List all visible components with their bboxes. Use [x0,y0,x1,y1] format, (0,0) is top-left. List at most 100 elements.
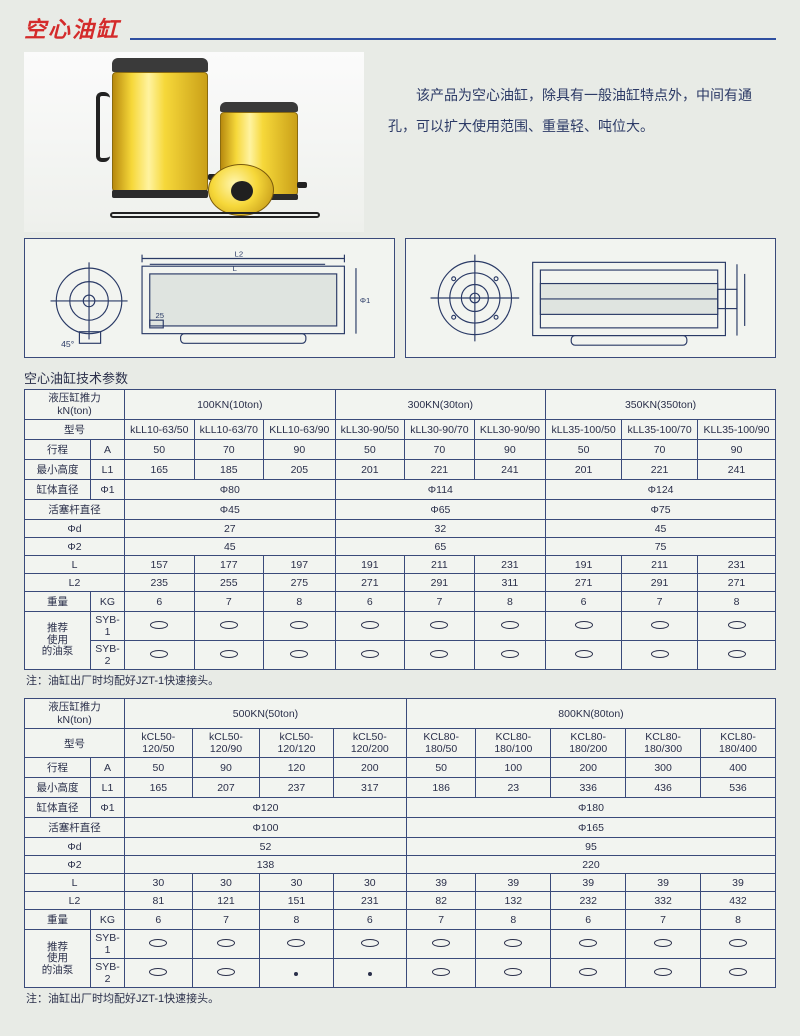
cell: 95 [406,838,775,856]
cell [335,641,405,670]
cell: 7 [626,910,701,930]
cell [333,959,406,988]
cell [546,612,622,641]
cell: 200 [551,758,626,778]
rowlabel: 最小高度 [25,460,91,480]
cell: 255 [194,574,264,592]
cell [622,612,698,641]
cell: 220 [406,856,775,874]
cell [405,612,475,641]
svg-text:25: 25 [156,311,165,320]
cell: 70 [622,440,698,460]
cell: 120 [260,758,333,778]
cell: 191 [546,556,622,574]
cell: 45 [546,520,776,538]
cell-model: kLL35-100/70 [622,420,698,440]
cell: 100 [476,758,551,778]
cell: 332 [626,892,701,910]
cell [698,641,776,670]
cell: 271 [698,574,776,592]
cell [335,612,405,641]
cell: 50 [546,440,622,460]
svg-text:L: L [233,264,238,273]
cell [406,930,475,959]
cell [701,959,776,988]
cell-model: KLL30-90/90 [474,420,545,440]
cell-model: kCL50-120/120 [260,729,333,758]
diagram-left: 45° L2 L 25 Φ1 [24,238,395,358]
cell [260,930,333,959]
cell [406,959,475,988]
cell: 6 [335,592,405,612]
cell [125,641,195,670]
cell: 39 [701,874,776,892]
cell: 186 [406,778,475,798]
cell: 8 [476,910,551,930]
cell: Φ180 [406,798,775,818]
cell-model: kLL30-90/50 [335,420,405,440]
th-group: 350KN(350ton) [546,390,776,420]
cell: Φ124 [546,480,776,500]
cell: Φ75 [546,500,776,520]
th-model: 型号 [25,729,125,758]
cell: 191 [335,556,405,574]
cell: 8 [264,592,335,612]
cell: 317 [333,778,406,798]
cell: 8 [698,592,776,612]
rowlabel: 行程 [25,440,91,460]
cell: 432 [701,892,776,910]
cell: 138 [125,856,407,874]
cell-model: KLL35-100/90 [698,420,776,440]
cell: 207 [192,778,260,798]
page-title: 空心油缸 [24,12,130,44]
cell: 6 [546,592,622,612]
cell: 221 [622,460,698,480]
cell: 271 [546,574,622,592]
th-thrust: 液压缸推力kN(ton) [25,390,125,420]
cell: 65 [335,538,546,556]
cell [622,641,698,670]
cell: 271 [335,574,405,592]
section-heading: 空心油缸技术参数 [24,368,776,387]
cell: 231 [698,556,776,574]
cell: 23 [476,778,551,798]
cell [626,959,701,988]
cell: 6 [333,910,406,930]
svg-text:45°: 45° [61,339,74,349]
cell: 211 [405,556,475,574]
cell [476,930,551,959]
cell [698,612,776,641]
cell [260,959,333,988]
cell: 70 [405,440,475,460]
cell: 177 [194,556,264,574]
cell: 30 [333,874,406,892]
cell: 90 [474,440,545,460]
cell [474,641,545,670]
cell [551,930,626,959]
cell-model: KCL80-180/400 [701,729,776,758]
cell: 7 [194,592,264,612]
cell: 39 [551,874,626,892]
cell: 291 [622,574,698,592]
th-group: 800KN(80ton) [406,699,775,729]
cell: Φ100 [125,818,407,838]
cell [405,641,475,670]
cell: 30 [260,874,333,892]
cell-model: KCL80-180/50 [406,729,475,758]
cell: 6 [125,592,195,612]
cell: 7 [622,592,698,612]
cell-model: kCL50-120/90 [192,729,260,758]
rowlabel: 行程 [25,758,91,778]
page-header: 空心油缸 [24,12,776,44]
cell: Φ80 [125,480,336,500]
cell: Φ45 [125,500,336,520]
note-1: 注：油缸出厂时均配好JZT-1快速接头。 [26,672,776,688]
cell: 7 [192,910,260,930]
hero-row: 该产品为空心油缸，除具有一般油缸特点外，中间有通孔，可以扩大使用范围、重量轻、吨… [24,52,776,232]
cell [474,612,545,641]
cell: Φ165 [406,818,775,838]
cell [546,641,622,670]
note-2: 注：油缸出厂时均配好JZT-1快速接头。 [26,990,776,1006]
cell: 241 [474,460,545,480]
cell: 436 [626,778,701,798]
